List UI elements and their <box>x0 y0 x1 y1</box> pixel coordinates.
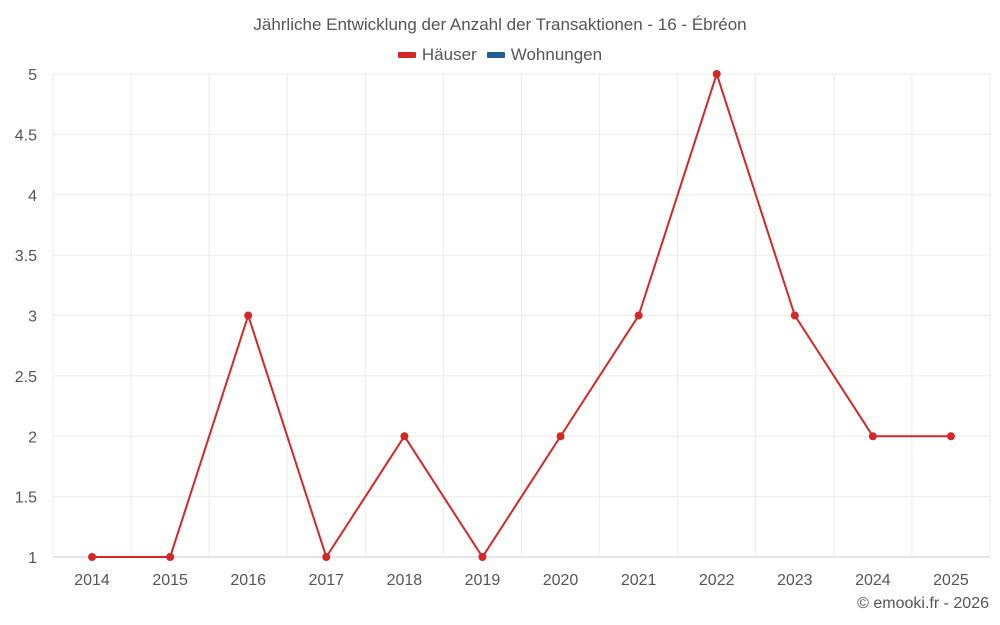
credit-text: © emooki.fr - 2026 <box>857 595 989 612</box>
x-tick-label: 2016 <box>230 572 266 589</box>
x-tick-label: 2024 <box>855 572 891 589</box>
y-tick-label: 4.5 <box>15 127 37 144</box>
chart-title: Jährliche Entwicklung der Anzahl der Tra… <box>253 15 747 34</box>
y-tick-label: 5 <box>28 67 37 84</box>
x-tick-label: 2025 <box>933 572 969 589</box>
legend-label-wohnungen: Wohnungen <box>510 45 603 64</box>
y-tick-label: 1 <box>28 550 37 567</box>
data-point[interactable] <box>946 432 955 441</box>
x-tick-label: 2021 <box>621 572 657 589</box>
x-tick-label: 2020 <box>543 572 579 589</box>
data-point[interactable] <box>478 553 487 561</box>
legend-item-wohnungen[interactable]: Wohnungen <box>486 45 603 65</box>
legend-swatch-wohnungen <box>486 52 505 58</box>
data-point[interactable] <box>244 311 253 320</box>
y-tick-label: 1.5 <box>15 490 37 507</box>
data-point[interactable] <box>400 432 409 441</box>
y-tick-label: 3.5 <box>15 248 37 265</box>
x-tick-label: 2022 <box>699 572 735 589</box>
x-axis-ticks: 2014 2015 2016 2017 2018 2019 2020 2021 2022 2023… <box>74 572 969 589</box>
x-tick-label: 2014 <box>74 572 110 589</box>
x-tick-label: 2018 <box>387 572 423 589</box>
legend-item-haeuser[interactable]: Häuser <box>397 45 477 65</box>
data-point[interactable] <box>790 311 799 320</box>
series-line-haeuser <box>92 70 951 560</box>
series-layer <box>88 70 955 561</box>
grid <box>52 73 991 558</box>
data-point[interactable] <box>634 311 643 320</box>
legend-swatch-haeuser <box>397 52 416 58</box>
data-point[interactable] <box>88 553 97 561</box>
x-tick-label: 2015 <box>152 572 188 589</box>
x-tick-label: 2017 <box>308 572 344 589</box>
data-point[interactable] <box>556 432 565 441</box>
y-tick-label: 2 <box>28 429 37 446</box>
x-tick-label: 2019 <box>465 572 501 589</box>
data-point[interactable] <box>166 553 175 561</box>
y-tick-label: 2.5 <box>15 369 37 386</box>
y-axis-ticks: 1 1.5 2 2.5 3 3.5 4 4.5 5 <box>15 67 37 567</box>
data-point[interactable] <box>712 70 721 78</box>
legend-label-haeuser: Häuser <box>421 45 477 64</box>
data-point[interactable] <box>322 553 331 561</box>
y-tick-label: 3 <box>28 309 37 326</box>
y-tick-label: 4 <box>28 188 37 205</box>
legend: Häuser Wohnungen <box>0 45 1000 65</box>
data-point[interactable] <box>868 432 877 441</box>
x-tick-label: 2023 <box>777 572 813 589</box>
